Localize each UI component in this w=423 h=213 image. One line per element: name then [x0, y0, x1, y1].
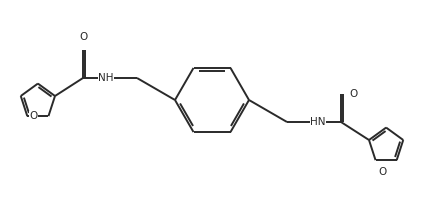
Text: O: O — [79, 32, 87, 42]
Text: O: O — [350, 89, 358, 99]
Text: O: O — [29, 111, 38, 121]
Text: NH: NH — [98, 73, 114, 83]
Text: HN: HN — [310, 117, 326, 127]
Text: O: O — [379, 167, 387, 177]
